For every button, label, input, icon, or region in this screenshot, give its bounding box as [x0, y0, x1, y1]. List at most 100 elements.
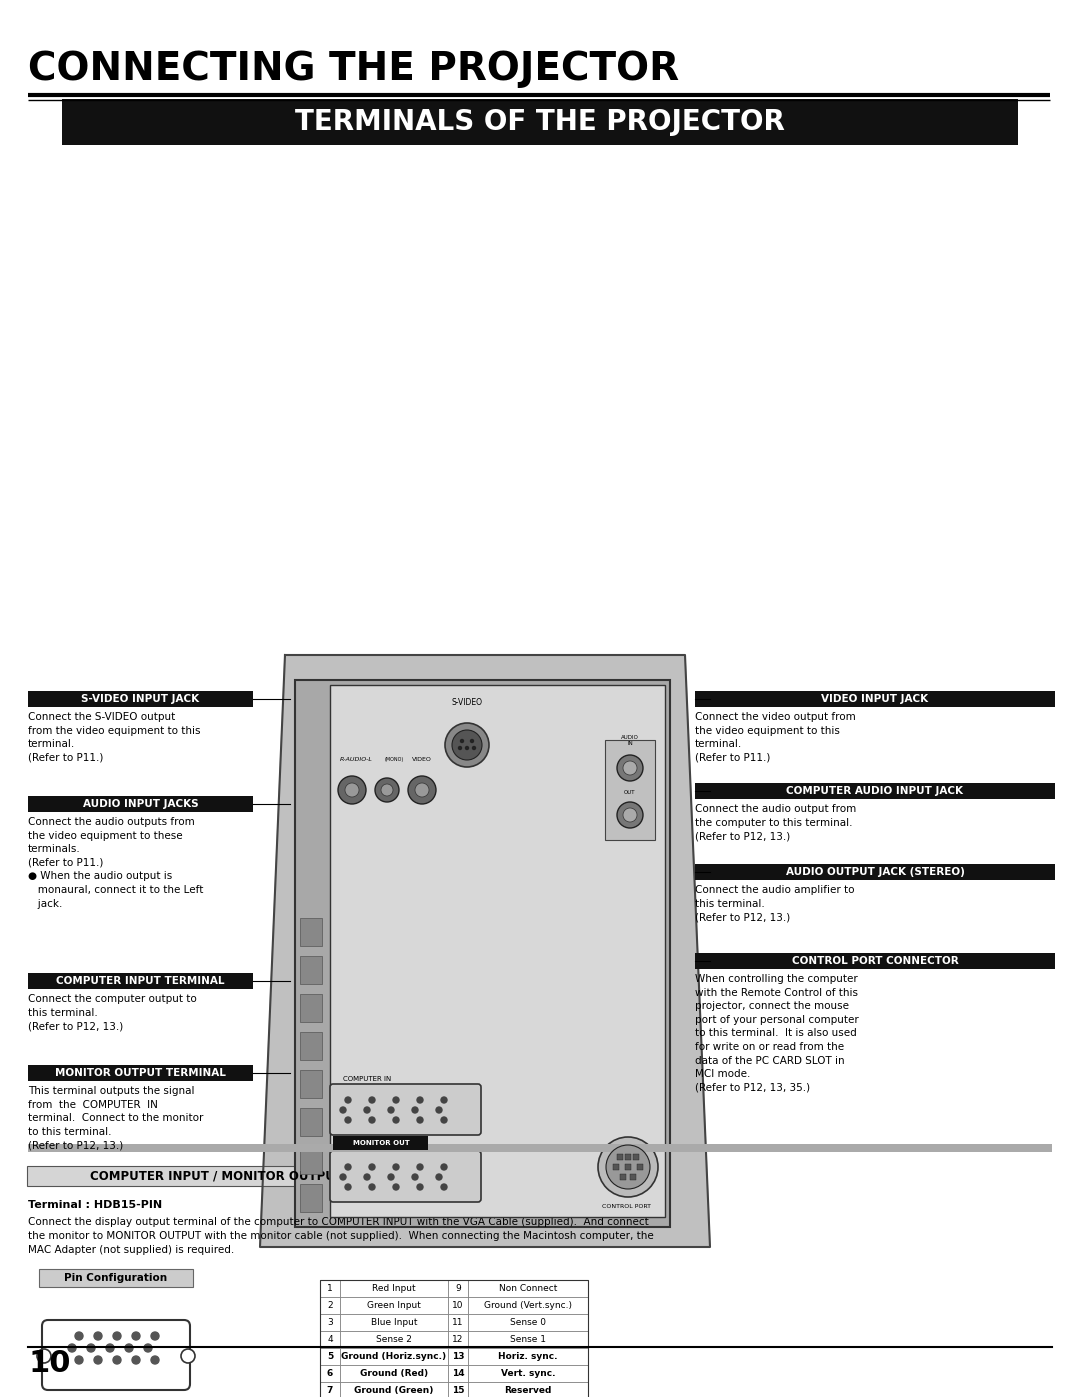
Circle shape [436, 1173, 442, 1180]
Circle shape [94, 1356, 102, 1363]
Text: R-AUDIO-L: R-AUDIO-L [340, 757, 373, 761]
Bar [300, 1070, 322, 1098]
Bar [340, 1280, 448, 1296]
Text: OUT: OUT [624, 789, 636, 795]
Text: Green Input: Green Input [367, 1301, 421, 1310]
Text: COMPUTER INPUT TERMINAL: COMPUTER INPUT TERMINAL [56, 977, 225, 986]
Bar [468, 1382, 588, 1397]
Circle shape [75, 1356, 83, 1363]
Text: 6: 6 [327, 1369, 333, 1377]
Text: 7: 7 [327, 1386, 334, 1396]
Circle shape [364, 1106, 370, 1113]
Bar [468, 1348, 588, 1365]
Text: Non Connect: Non Connect [499, 1284, 557, 1294]
Text: 4: 4 [327, 1336, 333, 1344]
Circle shape [132, 1331, 140, 1340]
Bar [605, 740, 654, 840]
FancyBboxPatch shape [39, 1268, 193, 1287]
Circle shape [598, 1137, 658, 1197]
Text: Red Input: Red Input [373, 1284, 416, 1294]
FancyBboxPatch shape [42, 1320, 190, 1390]
Text: Reserved: Reserved [504, 1386, 552, 1396]
Text: Connect the display output terminal of the computer to COMPUTER INPUT with the V: Connect the display output terminal of t… [28, 1217, 653, 1255]
Bar [320, 1348, 340, 1365]
Bar [625, 1164, 631, 1171]
Text: Ground (Horiz.sync.): Ground (Horiz.sync.) [341, 1352, 446, 1361]
Text: S-VIDEO INPUT JACK: S-VIDEO INPUT JACK [81, 694, 200, 704]
Text: Ground (Vert.sync.): Ground (Vert.sync.) [484, 1301, 572, 1310]
Text: 10: 10 [453, 1301, 463, 1310]
Text: (MONO): (MONO) [384, 757, 404, 761]
Bar [320, 1315, 340, 1331]
Circle shape [37, 1350, 51, 1363]
Circle shape [393, 1097, 399, 1104]
Circle shape [415, 782, 429, 798]
Text: Terminal : HDB15-PIN: Terminal : HDB15-PIN [28, 1200, 162, 1210]
Circle shape [453, 731, 482, 760]
Bar [28, 1065, 253, 1081]
Text: IN: IN [627, 740, 633, 746]
Text: S-VIDEO: S-VIDEO [451, 698, 483, 707]
Text: Connect the audio outputs from
the video equipment to these
terminals.
(Refer to: Connect the audio outputs from the video… [28, 817, 203, 908]
Circle shape [181, 1350, 195, 1363]
Bar [340, 1296, 448, 1315]
Text: 10: 10 [28, 1348, 70, 1377]
Circle shape [473, 746, 475, 750]
Circle shape [113, 1331, 121, 1340]
Text: Sense 2: Sense 2 [376, 1336, 411, 1344]
Bar [613, 1164, 619, 1171]
Circle shape [441, 1185, 447, 1190]
Bar [448, 1331, 468, 1348]
Circle shape [345, 1097, 351, 1104]
Circle shape [369, 1097, 375, 1104]
Circle shape [68, 1344, 76, 1352]
Text: When controlling the computer
with the Remote Control of this
projector, connect: When controlling the computer with the R… [696, 974, 859, 1092]
Circle shape [441, 1097, 447, 1104]
Circle shape [606, 1146, 650, 1189]
Circle shape [345, 1118, 351, 1123]
Circle shape [388, 1173, 394, 1180]
FancyBboxPatch shape [330, 1084, 481, 1134]
Text: 15: 15 [451, 1386, 464, 1396]
Bar [696, 782, 1055, 799]
Circle shape [369, 1164, 375, 1171]
Text: VIDEO: VIDEO [413, 757, 432, 761]
Text: CONTROL PORT: CONTROL PORT [602, 1204, 650, 1208]
Circle shape [417, 1164, 423, 1171]
Circle shape [411, 1173, 418, 1180]
Text: COMPUTER AUDIO INPUT JACK: COMPUTER AUDIO INPUT JACK [786, 787, 963, 796]
Text: Connect the audio amplifier to
this terminal.
(Refer to P12, 13.): Connect the audio amplifier to this term… [696, 886, 854, 922]
Circle shape [345, 1164, 351, 1171]
Bar [28, 1144, 1052, 1153]
Bar [300, 918, 322, 946]
Text: AUDIO OUTPUT JACK (STEREO): AUDIO OUTPUT JACK (STEREO) [785, 868, 964, 877]
Bar [448, 1382, 468, 1397]
Circle shape [144, 1344, 152, 1352]
Text: MONITOR OUT: MONITOR OUT [353, 1140, 409, 1146]
FancyBboxPatch shape [27, 1166, 480, 1186]
Circle shape [617, 754, 643, 781]
Text: 3: 3 [327, 1317, 333, 1327]
Circle shape [375, 778, 399, 802]
Bar [625, 1154, 631, 1160]
Circle shape [393, 1164, 399, 1171]
Bar [696, 953, 1055, 970]
Circle shape [364, 1173, 370, 1180]
Bar [340, 1365, 448, 1382]
Bar [448, 1280, 468, 1296]
Bar [300, 995, 322, 1023]
Circle shape [393, 1118, 399, 1123]
Text: Connect the S-VIDEO output
from the video equipment to this
terminal.
(Refer to : Connect the S-VIDEO output from the vide… [28, 712, 201, 763]
FancyBboxPatch shape [330, 1151, 481, 1201]
Circle shape [393, 1185, 399, 1190]
Text: AUDIO INPUT JACKS: AUDIO INPUT JACKS [83, 799, 199, 809]
Text: Ground (Green): Ground (Green) [354, 1386, 434, 1396]
Bar [696, 692, 1055, 707]
Circle shape [345, 782, 359, 798]
Circle shape [388, 1106, 394, 1113]
Bar [468, 1331, 588, 1348]
Bar [62, 99, 1018, 145]
Text: 13: 13 [451, 1352, 464, 1361]
Text: 14: 14 [451, 1369, 464, 1377]
Text: AUDIO: AUDIO [621, 735, 639, 740]
